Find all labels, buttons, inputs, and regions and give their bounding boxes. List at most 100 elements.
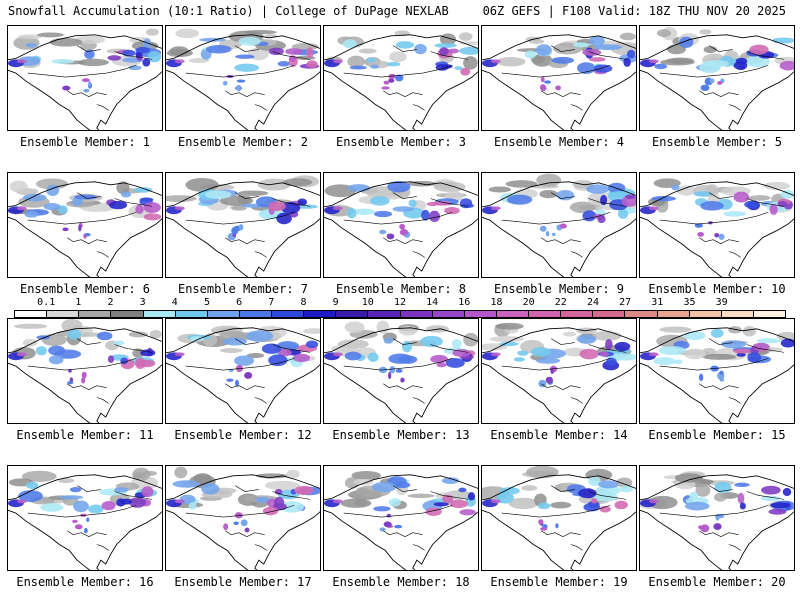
ensemble-member-label: Ensemble Member: 11 [16,428,154,442]
ensemble-member-label: Ensemble Member: 7 [177,282,309,296]
ensemble-member-label: Ensemble Member: 5 [651,135,783,149]
colorbar-swatch [625,311,658,317]
ensemble-member-map [7,172,163,278]
colorbar-tick-label: 8 [300,297,307,308]
colorbar-swatch [529,311,562,317]
colorbar-swatch [111,311,144,317]
colorbar-swatch [689,311,722,317]
ensemble-member-label: Ensemble Member: 16 [16,575,154,589]
north-america-map [640,173,794,277]
colorbar-tick-label: 6 [236,297,243,308]
colorbar-swatch [657,311,690,317]
colorbar-swatch [561,311,594,317]
colorbar-tick-labels: 0.1 1 2 3 4 5 6 7 8 9 10 12 14 16 18 20 22 24 27 31 35 39 [14,297,786,309]
colorbar-swatch [272,311,305,317]
ensemble-member-label: Ensemble Member: 20 [648,575,786,589]
north-america-map [166,466,320,570]
colorbar-swatch [464,311,497,317]
ensemble-member-map [481,318,637,424]
colorbar-tick-label: 24 [586,297,600,308]
north-america-map [324,319,478,423]
colorbar-tick-label: 18 [490,297,503,308]
north-america-map [166,319,320,423]
ensemble-member-label: Ensemble Member: 18 [332,575,470,589]
colorbar-swatch [207,311,240,317]
model-run-info: 06Z GEFS | F108 Valid: 18Z THU NOV 20 20… [482,4,786,18]
colorbar-tick-label: 39 [715,297,728,308]
north-america-map [640,466,794,570]
ensemble-member-map [165,318,321,424]
colorbar-tick-label: 35 [683,297,696,308]
colorbar-swatch [400,311,433,317]
ensemble-member-map [481,465,637,571]
ensemble-member-map [639,318,795,424]
north-america-map [8,26,162,130]
north-america-map [166,173,320,277]
north-america-map [482,319,636,423]
ensemble-member-label: Ensemble Member: 2 [177,135,309,149]
ensemble-member-map [7,465,163,571]
ensemble-member-map [323,318,479,424]
ensemble-member-map [323,25,479,131]
ensemble-member-label: Ensemble Member: 9 [493,282,625,296]
colorbar-tick-label: 27 [619,297,632,308]
colorbar-swatch [721,311,754,317]
north-america-map [482,26,636,130]
ensemble-member-label: Ensemble Member: 4 [493,135,625,149]
ensemble-member-label: Ensemble Member: 15 [648,428,786,442]
colorbar-swatch [753,311,785,317]
snowfall-colorbar [14,310,786,318]
colorbar-tick-label: 10 [361,297,374,308]
colorbar-tick-label: 1 [75,297,82,308]
colorbar-swatch [47,311,80,317]
ensemble-member-map [639,172,795,278]
ensemble-member-label: Ensemble Member: 12 [174,428,312,442]
colorbar-swatch [336,311,369,317]
ensemble-member-label: Ensemble Member: 17 [174,575,312,589]
colorbar-swatch [593,311,626,317]
colorbar-tick-label: 5 [203,297,211,308]
colorbar-tick-label: 4 [171,297,178,308]
north-america-map [482,466,636,570]
colorbar-swatch [432,311,465,317]
north-america-map [324,26,478,130]
colorbar-tick-label: 14 [426,297,439,308]
colorbar-swatch [15,311,48,317]
colorbar-tick-label: 20 [522,297,535,308]
ensemble-member-label: Ensemble Member: 14 [490,428,628,442]
ensemble-member-map [165,465,321,571]
ensemble-member-label: Ensemble Member: 19 [490,575,628,589]
colorbar-swatch [304,311,337,317]
colorbar-tick-label: 3 [139,297,146,308]
ensemble-member-label: Ensemble Member: 8 [335,282,467,296]
north-america-map [166,26,320,130]
colorbar-tick-label: 16 [458,297,471,308]
ensemble-member-map [165,25,321,131]
colorbar-swatch [79,311,112,317]
colorbar-tick-label: 22 [554,297,567,308]
colorbar-tick-label: 0.1 [37,297,56,308]
north-america-map [8,319,162,423]
colorbar-tick-label: 2 [107,297,114,308]
colorbar-tick-label: 12 [393,297,407,308]
colorbar-tick-label: 9 [332,297,339,308]
colorbar-tick-label: 31 [651,297,664,308]
north-america-map [640,26,794,130]
ensemble-member-map [481,172,637,278]
north-america-map [324,173,478,277]
colorbar-swatch [239,311,272,317]
north-america-map [640,319,794,423]
ensemble-member-label: Ensemble Member: 10 [648,282,786,296]
north-america-map [482,173,636,277]
north-america-map [8,173,162,277]
north-america-map [8,466,162,570]
colorbar-swatch [496,311,529,317]
ensemble-member-map [7,25,163,131]
ensemble-member-map [639,25,795,131]
ensemble-member-label: Ensemble Member: 13 [332,428,470,442]
ensemble-member-map [639,465,795,571]
ensemble-member-map [323,172,479,278]
map-title: Snowfall Accumulation (10:1 Ratio) | Col… [8,4,449,18]
ensemble-member-map [165,172,321,278]
ensemble-member-map [7,318,163,424]
